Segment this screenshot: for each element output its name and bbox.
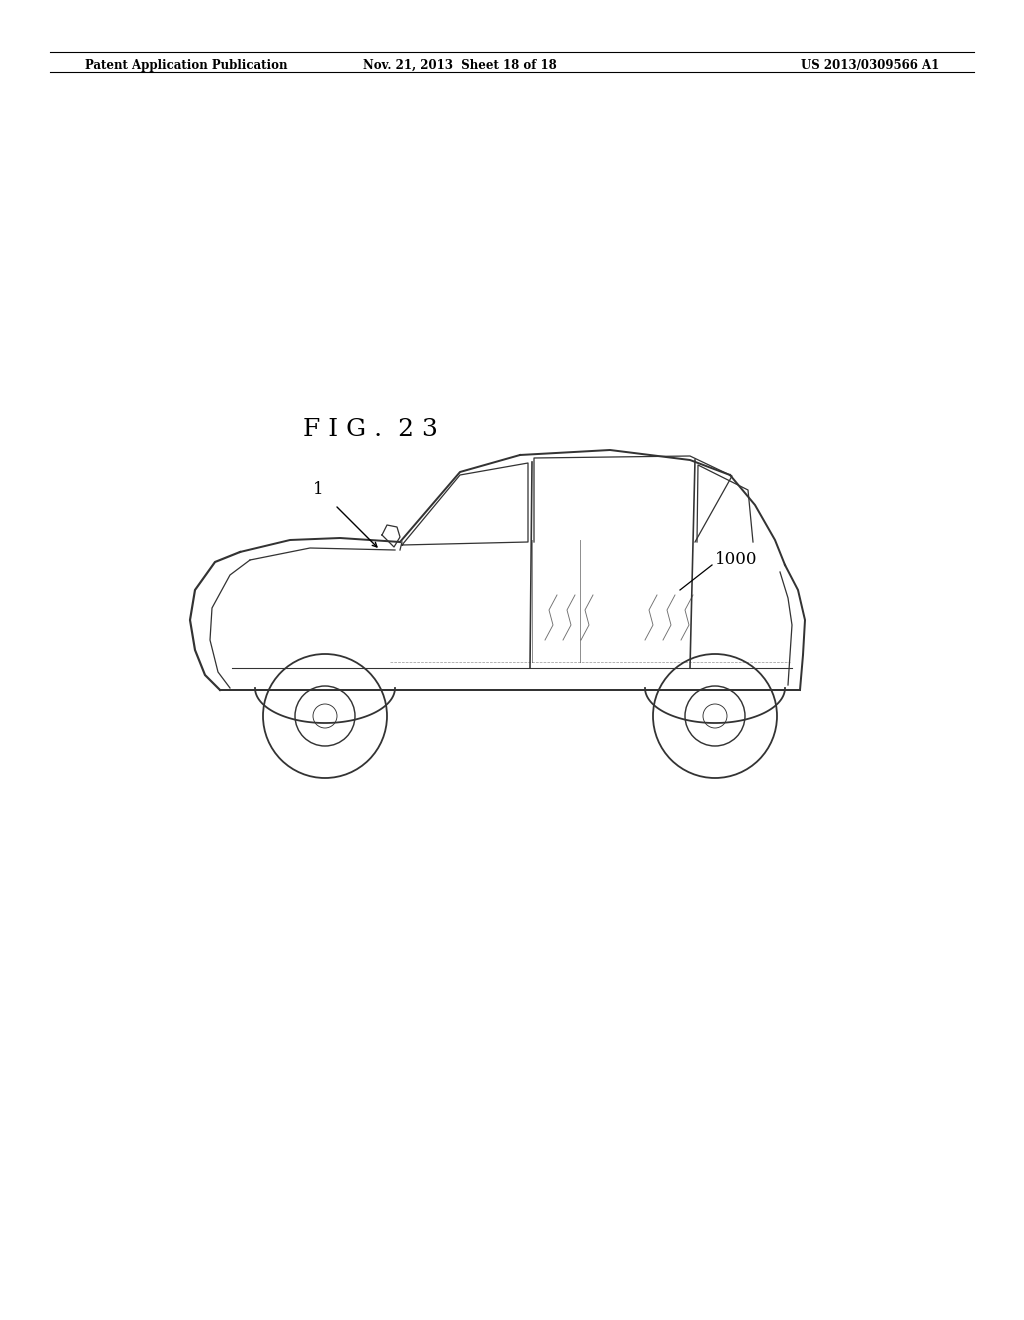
Text: Patent Application Publication: Patent Application Publication	[85, 58, 288, 71]
Text: 1: 1	[312, 482, 324, 499]
Text: 1000: 1000	[715, 552, 758, 569]
Text: US 2013/0309566 A1: US 2013/0309566 A1	[801, 58, 939, 71]
Text: Nov. 21, 2013  Sheet 18 of 18: Nov. 21, 2013 Sheet 18 of 18	[364, 58, 557, 71]
Text: F I G .  2 3: F I G . 2 3	[302, 418, 437, 441]
